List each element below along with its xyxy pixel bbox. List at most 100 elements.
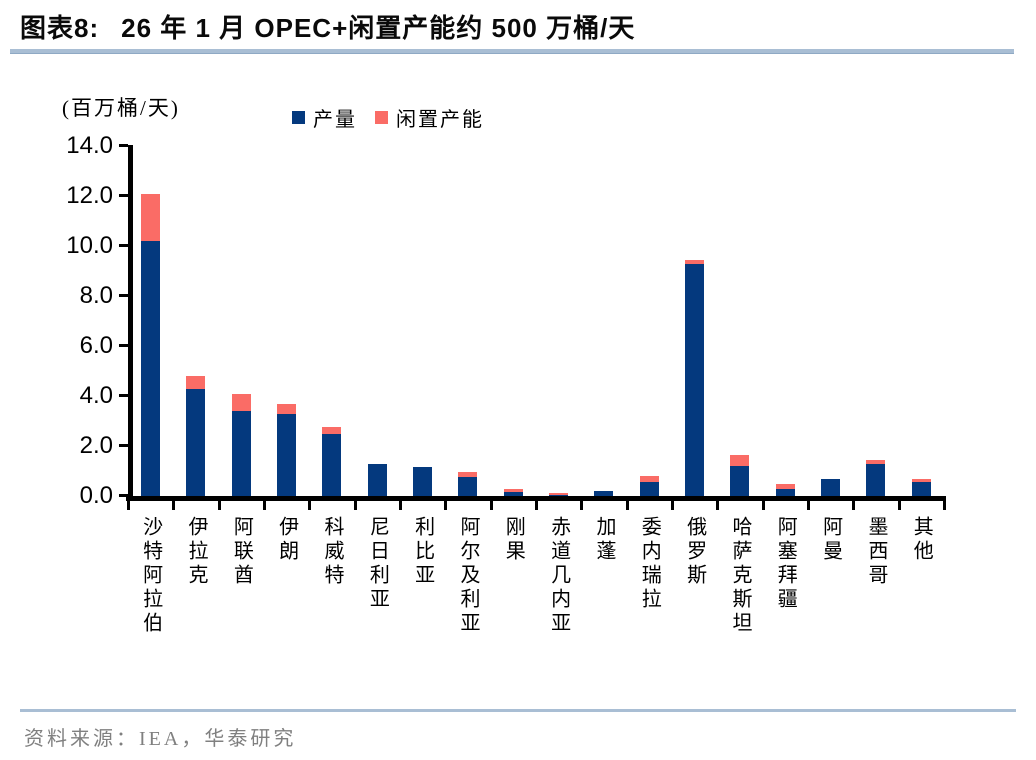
y-tick-label: 14.0: [66, 131, 113, 159]
bar-segment-production: [503, 492, 523, 496]
category-label: 其他: [910, 516, 933, 564]
y-tick-label: 8.0: [79, 281, 113, 309]
page-title: 图表8: 26 年 1 月 OPEC+闲置产能约 500 万桶/天: [20, 8, 1020, 45]
category-label: 哈萨克斯坦: [728, 516, 751, 636]
x-axis-tick: [852, 496, 856, 510]
x-axis-tick: [308, 496, 312, 510]
legend-swatch-icon: [292, 111, 305, 124]
legend-label: 闲置产能: [396, 109, 484, 131]
category-label: 赤道几内亚: [547, 516, 570, 636]
bar-segment-production: [866, 463, 886, 496]
category-label: 阿尔及利亚: [456, 516, 479, 636]
x-axis-tick: [716, 496, 720, 510]
x-axis-tick: [580, 496, 584, 510]
bar-segment-spare: [231, 393, 251, 411]
x-axis-tick: [217, 496, 221, 510]
bar-segment-production: [730, 466, 750, 496]
y-axis-line: [128, 145, 133, 501]
y-axis-tick: [119, 144, 128, 147]
bar-segment-spare: [458, 472, 478, 478]
bar-segment-spare: [186, 376, 206, 389]
category-label: 伊拉克: [184, 516, 207, 588]
category-label: 阿塞拜疆: [774, 516, 797, 612]
x-axis-tick: [444, 496, 448, 510]
bar-segment-production: [413, 467, 433, 496]
y-axis-tick: [119, 494, 128, 497]
category-label: 沙特阿拉伯: [139, 516, 162, 636]
category-label: 墨西哥: [864, 516, 887, 588]
x-axis-tick: [942, 496, 946, 510]
legend-item: 闲置产能: [375, 103, 484, 132]
bar-segment-production: [277, 413, 297, 496]
category-label: 阿联酋: [230, 516, 253, 588]
bar-segment-spare: [639, 476, 659, 483]
bar-segment-production: [231, 411, 251, 496]
category-label: 俄罗斯: [683, 516, 706, 588]
bar-segment-spare: [911, 478, 931, 483]
bar-segment-spare: [141, 193, 161, 241]
y-axis-unit-label: (百万桶/天): [62, 96, 180, 120]
category-label: 刚果: [502, 516, 525, 564]
title-divider: [10, 49, 1014, 54]
y-axis-tick: [119, 444, 128, 447]
y-axis-tick: [119, 294, 128, 297]
category-label: 阿曼: [819, 516, 842, 564]
y-axis-tick: [119, 194, 128, 197]
bar-segment-production: [367, 463, 387, 496]
x-axis-tick: [897, 496, 901, 510]
category-label: 科威特: [320, 516, 343, 588]
y-axis-tick: [119, 394, 128, 397]
x-axis-tick: [761, 496, 765, 510]
y-axis-tick: [119, 244, 128, 247]
x-axis-tick: [398, 496, 402, 510]
x-axis-tick: [127, 496, 130, 510]
x-axis-tick: [670, 496, 674, 510]
category-label: 加蓬: [592, 516, 615, 564]
y-tick-label: 0.0: [79, 481, 113, 509]
category-label: 委内瑞拉: [638, 516, 661, 612]
y-tick-label: 10.0: [66, 231, 113, 259]
chart-title-text: 26 年 1 月 OPEC+闲置产能约 500 万桶/天: [121, 13, 636, 43]
x-axis-tick: [262, 496, 266, 510]
bar-segment-production: [141, 241, 161, 496]
x-axis-tick: [806, 496, 810, 510]
bar-segment-spare: [503, 488, 523, 493]
x-axis-tick: [534, 496, 538, 510]
category-label: 伊朗: [275, 516, 298, 564]
chart-number-label: 图表8:: [20, 13, 100, 43]
source-note: 资料来源：IEA，华泰研究: [24, 728, 297, 750]
x-axis-tick: [489, 496, 493, 510]
legend-item: 产量: [292, 103, 357, 132]
bar-segment-spare: [685, 259, 705, 264]
x-axis-tick: [625, 496, 629, 510]
bar-segment-spare: [277, 403, 297, 414]
y-tick-label: 12.0: [66, 181, 113, 209]
y-tick-label: 6.0: [79, 331, 113, 359]
bar-segment-spare: [775, 483, 795, 489]
category-label: 利比亚: [411, 516, 434, 588]
y-axis-tick: [119, 344, 128, 347]
footer-divider: [20, 709, 1016, 712]
bar-segment-spare: [730, 454, 750, 466]
bar-segment-production: [639, 482, 659, 496]
x-axis-tick: [353, 496, 357, 510]
y-tick-label: 2.0: [79, 431, 113, 459]
bar-segment-production: [322, 433, 342, 496]
chart-legend: 产量 闲置产能: [292, 103, 492, 132]
bar-segment-production: [549, 494, 569, 496]
x-axis-tick: [172, 496, 176, 510]
legend-label: 产量: [313, 109, 357, 131]
bar-segment-spare: [866, 459, 886, 464]
bar-segment-production: [458, 477, 478, 496]
bar-segment-production: [685, 263, 705, 496]
bar-segment-production: [186, 388, 206, 496]
bar-segment-production: [775, 488, 795, 496]
category-label: 尼日利亚: [366, 516, 389, 612]
bar-segment-spare: [549, 492, 569, 495]
bar-segment-production: [911, 482, 931, 496]
y-tick-label: 4.0: [79, 381, 113, 409]
bar-segment-spare: [322, 427, 342, 434]
legend-swatch-icon: [375, 111, 388, 124]
bar-segment-production: [821, 478, 841, 496]
